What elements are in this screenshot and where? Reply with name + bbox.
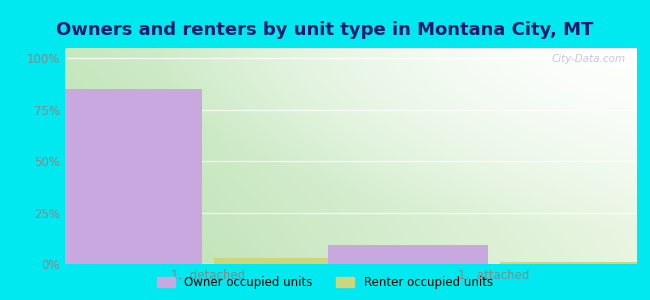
Bar xyxy=(42,89,202,264)
Bar xyxy=(500,262,650,264)
Bar xyxy=(214,258,374,264)
Bar xyxy=(328,245,488,264)
Text: Owners and renters by unit type in Montana City, MT: Owners and renters by unit type in Monta… xyxy=(57,21,593,39)
Text: City-Data.com: City-Data.com xyxy=(551,55,625,64)
Legend: Owner occupied units, Renter occupied units: Owner occupied units, Renter occupied un… xyxy=(153,272,497,294)
